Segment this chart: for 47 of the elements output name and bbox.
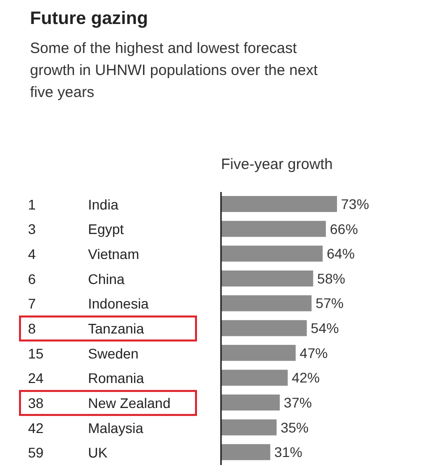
data-label: 64%: [326, 246, 355, 262]
bar: [221, 419, 277, 436]
y-tick-label: Vietnam: [88, 246, 140, 262]
text: 15: [28, 345, 44, 362]
data-label: 66%: [330, 220, 358, 237]
chart-subtitle: Some of the highest and lowest forecast growth in UHNWI populations over the next five years: [30, 39, 319, 103]
text: 38: [28, 394, 44, 411]
data-label: 73%: [341, 196, 370, 212]
y-tick-label: Malaysia: [88, 420, 144, 436]
bar: [221, 320, 307, 336]
bar: [221, 196, 337, 212]
bar: [221, 220, 326, 237]
bar: [221, 344, 296, 361]
text: 3: [28, 221, 36, 238]
text: 7: [28, 296, 36, 312]
y-tick-label: Indonesia: [88, 296, 149, 312]
y-tick-label: Egypt: [88, 221, 124, 238]
text: 4: [28, 246, 36, 262]
data-label: 47%: [300, 344, 328, 361]
y-tick-label: India: [88, 196, 119, 212]
text: 6: [28, 270, 36, 287]
data-label: 35%: [280, 419, 309, 436]
bar: [221, 444, 270, 460]
bar: [221, 295, 312, 312]
y-tick-label: Sweden: [88, 345, 139, 362]
bar: [221, 394, 280, 411]
chart-title: Future gazing: [30, 8, 148, 29]
y-tick-label: UK: [88, 444, 108, 461]
y-tick-label: China: [88, 270, 125, 287]
y-tick-label: Tanzania: [88, 320, 144, 336]
data-label: 37%: [284, 394, 312, 411]
bar: [221, 270, 314, 286]
text: 24: [28, 370, 44, 386]
y-tick-label: Romania: [88, 370, 144, 386]
bar: [221, 246, 323, 262]
y-tick-label: New Zealand: [88, 394, 170, 411]
data-label: 57%: [316, 295, 344, 312]
data-label: 54%: [310, 320, 339, 336]
data-label: 31%: [274, 444, 302, 460]
text: 59: [28, 444, 44, 461]
data-label: 58%: [317, 270, 346, 286]
data-label: 42%: [292, 370, 320, 386]
text: 8: [28, 320, 36, 336]
bar: [221, 370, 288, 386]
text: 42: [28, 420, 44, 436]
text: 1: [28, 196, 36, 212]
x-axis-title: Five-year growth: [221, 156, 333, 173]
